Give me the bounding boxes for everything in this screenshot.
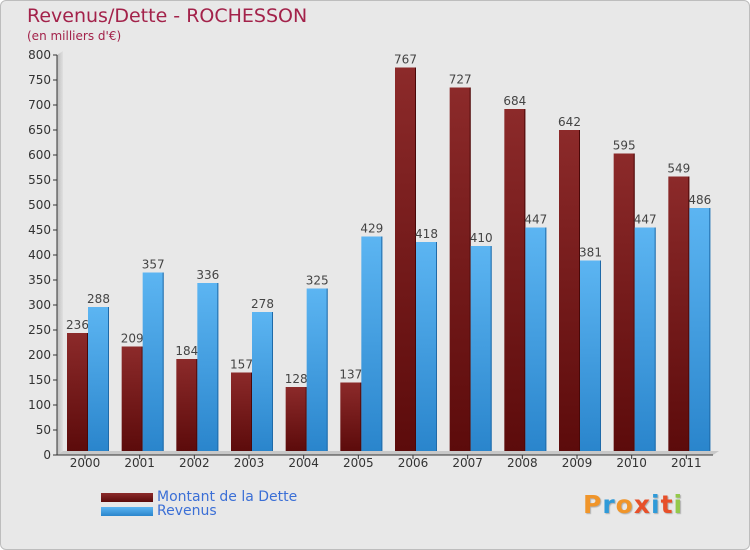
y-tick-label: 500 (28, 198, 51, 212)
y-tick-label: 0 (43, 448, 51, 462)
legend-item-debt: Montant de la Dette (101, 489, 297, 505)
bar-revenus (197, 283, 219, 451)
chart-subtitle: (en milliers d'€) (27, 29, 122, 43)
bar-debt (449, 87, 471, 451)
data-label: 137 (339, 368, 362, 382)
y-tick-label: 200 (28, 348, 51, 362)
y-tick-label: 750 (28, 73, 51, 87)
x-tick-label: 2006 (398, 456, 429, 470)
data-label: 357 (142, 258, 165, 272)
bar-debt (504, 109, 526, 451)
bar-debt (67, 333, 88, 451)
x-tick-label: 2009 (562, 456, 593, 470)
y-tick-label: 600 (28, 148, 51, 162)
x-tick-label: 2007 (452, 456, 483, 470)
data-label: 767 (394, 53, 417, 67)
bar-debt (285, 387, 307, 451)
legend-item-revenus: Revenus (101, 503, 217, 519)
x-tick-label: 2011 (671, 456, 702, 470)
bar-revenus (525, 227, 547, 451)
logo-letter: r (602, 490, 616, 519)
x-tick-label: 2002 (179, 456, 210, 470)
chart-title: Revenus/Dette - ROCHESSON (27, 5, 308, 27)
logo-letter: i (673, 490, 684, 519)
data-label: 184 (175, 344, 198, 358)
y-tick-label: 400 (28, 248, 51, 262)
logo-letter: P (583, 490, 603, 519)
data-label: 486 (688, 193, 711, 207)
data-label: 727 (449, 73, 472, 87)
data-label: 418 (415, 227, 438, 241)
data-label: 128 (285, 372, 308, 386)
bar-revenus (470, 246, 492, 451)
x-tick-label: 2000 (70, 456, 101, 470)
y-tick-label: 800 (28, 48, 51, 62)
data-label: 336 (196, 268, 219, 282)
data-label: 288 (87, 292, 110, 306)
y-tick-label: 350 (28, 273, 51, 287)
bar-revenus (252, 312, 273, 451)
bar-revenus (580, 260, 601, 451)
legend-swatch-debt (101, 492, 153, 502)
y-axis-wall (57, 51, 63, 455)
data-label: 410 (470, 231, 493, 245)
x-tick-label: 2010 (616, 456, 647, 470)
data-label: 684 (503, 94, 526, 108)
legend-label-debt: Montant de la Dette (157, 489, 298, 505)
logo-letter: o (615, 490, 634, 519)
bar-revenus (88, 307, 109, 451)
bar-debt (613, 153, 635, 451)
y-tick-label: 700 (28, 98, 51, 112)
bar-revenus (689, 208, 711, 451)
bar-revenus (142, 272, 164, 451)
x-tick-label: 2001 (124, 456, 155, 470)
y-tick-label: 550 (28, 173, 51, 187)
bar-debt (668, 176, 690, 451)
data-label: 381 (579, 246, 602, 260)
legend-swatch-revenus (101, 506, 153, 516)
data-label: 447 (524, 213, 547, 227)
data-label: 642 (558, 115, 581, 129)
data-label: 325 (306, 274, 329, 288)
plot-area (63, 51, 719, 451)
data-label: 209 (121, 332, 144, 346)
bar-debt (340, 382, 362, 451)
x-tick-label: 2003 (234, 456, 265, 470)
legend-label-revenus: Revenus (157, 503, 217, 519)
y-tick-label: 100 (28, 398, 51, 412)
x-tick-label: 2005 (343, 456, 374, 470)
bar-revenus (416, 242, 437, 451)
y-tick-label: 50 (36, 423, 51, 437)
data-label: 157 (230, 358, 253, 372)
proxiti-logo: Proxiti (583, 490, 683, 519)
data-label: 549 (667, 162, 690, 176)
data-label: 236 (66, 318, 89, 332)
bar-debt (121, 346, 143, 451)
y-tick-label: 300 (28, 298, 51, 312)
x-tick-label: 2004 (288, 456, 319, 470)
x-tick-label: 2008 (507, 456, 538, 470)
logo-letter: x (633, 490, 651, 519)
bar-revenus (634, 227, 656, 451)
x-axis-floor (57, 451, 719, 455)
data-label: 429 (360, 222, 383, 236)
y-tick-label: 650 (28, 123, 51, 137)
bar-debt (559, 130, 580, 451)
bar-revenus (361, 236, 383, 451)
logo-letter: t (660, 490, 674, 519)
data-label: 595 (613, 139, 636, 153)
data-label: 278 (251, 297, 274, 311)
y-tick-label: 150 (28, 373, 51, 387)
y-tick-label: 450 (28, 223, 51, 237)
bar-debt (395, 67, 416, 451)
bar-revenus (306, 288, 328, 451)
logo-letter: i (651, 490, 661, 519)
bar-debt (231, 372, 252, 451)
bar-debt (176, 359, 198, 451)
data-label: 447 (634, 213, 657, 227)
y-tick-label: 250 (28, 323, 51, 337)
